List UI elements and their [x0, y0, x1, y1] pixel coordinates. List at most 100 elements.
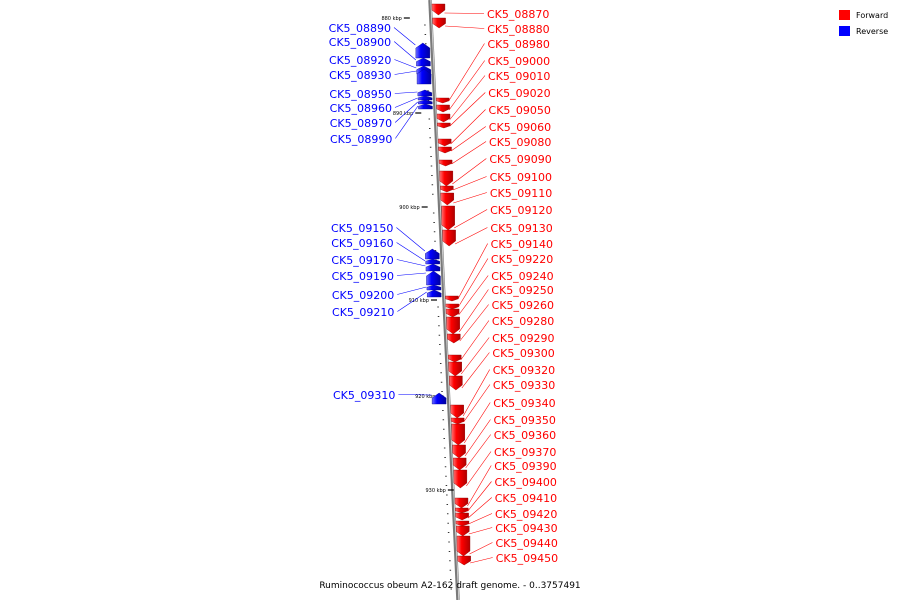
- gene-label-connector: [459, 304, 489, 342]
- reverse-gene[interactable]: CK5_08950: [329, 88, 433, 101]
- map-caption: Ruminococcus obeum A2-162 draft genome. …: [319, 581, 580, 591]
- gene-label-connector: [394, 59, 417, 69]
- forward-gene[interactable]: CK5_09340: [451, 397, 556, 446]
- gene-label: CK5_09410: [495, 492, 557, 505]
- gene-label: CK5_09190: [332, 270, 394, 283]
- forward-gene[interactable]: CK5_09280: [448, 315, 554, 363]
- gene-label: CK5_09170: [331, 254, 393, 267]
- gene-label-connector: [395, 105, 419, 139]
- genome-backbone-highlight: [430, 0, 460, 600]
- gene-label: CK5_09120: [490, 204, 552, 217]
- reverse-gene[interactable]: CK5_08960: [330, 95, 433, 115]
- gene-label-connector: [396, 242, 426, 262]
- forward-gene[interactable]: CK5_09080: [438, 136, 551, 167]
- forward-gene[interactable]: CK5_09250: [446, 284, 554, 335]
- gene-label-connector: [394, 91, 418, 94]
- gene-label-connector: [467, 497, 492, 519]
- gene-label: CK5_09360: [494, 429, 556, 442]
- forward-gene[interactable]: CK5_09130: [442, 222, 553, 247]
- gene-label: CK5_08870: [487, 8, 549, 21]
- forward-gene[interactable]: CK5_09320: [450, 364, 555, 419]
- reverse-gene[interactable]: CK5_09210: [332, 289, 442, 319]
- reverse-gene[interactable]: CK5_08900: [329, 36, 431, 67]
- forward-gene[interactable]: CK5_09100: [440, 171, 552, 193]
- reverse-gene[interactable]: CK5_09310: [333, 389, 447, 405]
- forward-gene-shape: [456, 525, 470, 537]
- axis-ticks: 880 kbp 890 kbp 900 kbp 910 kbp 920 kbp 930 k…: [381, 16, 454, 590]
- forward-gene[interactable]: CK5_08980: [435, 38, 550, 104]
- forward-gene[interactable]: CK5_09120: [441, 204, 553, 231]
- forward-gene[interactable]: CK5_09240: [445, 270, 554, 318]
- forward-gene[interactable]: CK5_09410: [455, 492, 558, 521]
- gene-label: CK5_09210: [332, 306, 394, 319]
- legend-reverse-swatch: [839, 26, 850, 36]
- gene-label: CK5_09150: [331, 222, 393, 235]
- forward-gene[interactable]: CK5_09430: [456, 522, 558, 537]
- forward-gene-shape: [438, 159, 453, 167]
- gene-label: CK5_09050: [489, 104, 551, 117]
- forward-gene[interactable]: CK5_09060: [438, 121, 552, 154]
- forward-gene[interactable]: CK5_09440: [456, 535, 558, 557]
- gene-label: CK5_09220: [491, 253, 553, 266]
- gene-label-connector: [394, 97, 418, 108]
- forward-gene[interactable]: CK5_09420: [455, 508, 557, 527]
- forward-gene-shape: [450, 404, 464, 419]
- forward-gene[interactable]: CK5_09010: [436, 70, 550, 123]
- gene-label-connector: [452, 176, 487, 191]
- forward-gene[interactable]: CK5_09020: [437, 87, 551, 129]
- reverse-gene-shape: [417, 95, 433, 101]
- forward-gene[interactable]: CK5_08880: [432, 17, 550, 36]
- forward-gene[interactable]: CK5_09330: [450, 379, 555, 425]
- forward-gene[interactable]: CK5_09110: [440, 187, 552, 206]
- forward-gene[interactable]: CK5_09350: [452, 414, 556, 459]
- tick-label: 880 kbp: [381, 16, 401, 22]
- gene-label-connector: [467, 481, 492, 512]
- forward-gene-shape: [455, 520, 470, 527]
- gene-label: CK5_09300: [492, 347, 554, 360]
- gene-label-connector: [393, 27, 416, 46]
- gene-label: CK5_09250: [491, 284, 553, 297]
- forward-gene[interactable]: CK5_09140: [445, 238, 553, 302]
- gene-label-connector: [454, 227, 488, 245]
- reverse-gene[interactable]: CK5_08970: [330, 99, 433, 130]
- forward-gene[interactable]: CK5_09220: [445, 253, 554, 310]
- forward-gene[interactable]: CK5_09260: [447, 299, 554, 344]
- gene-label: CK5_09320: [493, 364, 555, 377]
- reverse-gene[interactable]: CK5_09170: [331, 254, 441, 272]
- gene-label-connector: [466, 451, 492, 487]
- forward-gene[interactable]: CK5_09370: [453, 446, 557, 489]
- reverse-gene[interactable]: CK5_09160: [331, 237, 440, 265]
- reverse-gene[interactable]: CK5_09190: [332, 270, 441, 286]
- reverse-gene[interactable]: CK5_08930: [329, 68, 432, 85]
- forward-gene[interactable]: CK5_09450: [457, 552, 558, 566]
- forward-gene[interactable]: CK5_09050: [437, 104, 551, 147]
- reverse-gene-shape: [425, 248, 440, 260]
- reverse-gene[interactable]: CK5_09200: [332, 284, 442, 302]
- forward-gene-shape: [449, 375, 463, 391]
- gene-label-connector: [449, 92, 486, 127]
- forward-gene[interactable]: CK5_08870: [431, 3, 549, 21]
- gene-label-connector: [470, 557, 493, 564]
- tick-label: 930 kbp: [425, 488, 445, 494]
- forward-gene[interactable]: CK5_09290: [448, 332, 555, 377]
- forward-gene-shape: [441, 205, 455, 231]
- gene-label-connector: [445, 25, 485, 29]
- genome-backbone: [428, 0, 460, 600]
- gene-label-connector: [453, 192, 487, 204]
- forward-gene[interactable]: CK5_09090: [439, 153, 552, 187]
- gene-label: CK5_09080: [489, 136, 551, 149]
- forward-genes: CK5_08870 CK5_08880 CK5_08980 CK5_09000 CK5_…: [431, 3, 558, 566]
- forward-gene[interactable]: CK5_09300: [449, 347, 555, 391]
- reverse-gene[interactable]: CK5_09150: [331, 222, 440, 260]
- forward-gene[interactable]: CK5_09390: [454, 460, 557, 509]
- reverse-gene[interactable]: CK5_08890: [329, 22, 431, 59]
- forward-gene[interactable]: CK5_09360: [452, 429, 556, 471]
- reverse-gene[interactable]: CK5_08990: [330, 103, 433, 146]
- forward-gene[interactable]: CK5_09400: [455, 476, 557, 514]
- gene-label: CK5_09430: [495, 522, 557, 535]
- gene-label: CK5_08970: [330, 117, 392, 130]
- forward-gene-shape: [455, 507, 469, 514]
- forward-gene-shape: [445, 308, 460, 318]
- gene-label-connector: [394, 70, 417, 75]
- forward-gene[interactable]: CK5_09000: [436, 55, 551, 113]
